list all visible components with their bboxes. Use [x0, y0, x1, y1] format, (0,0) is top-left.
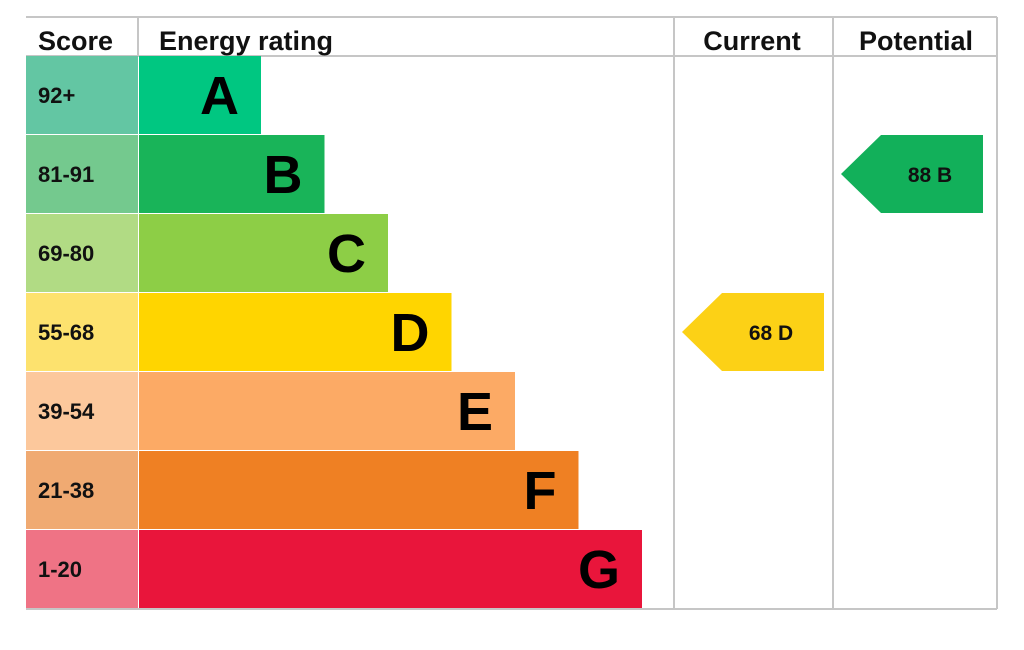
- band-bar-g: [139, 530, 642, 608]
- score-cell-e: [26, 372, 138, 450]
- band-letter-f: F: [524, 461, 557, 521]
- score-range-g: 1-20: [38, 557, 82, 582]
- score-range-b: 81-91: [38, 162, 94, 187]
- score-cell-f: [26, 451, 138, 529]
- score-range-c: 69-80: [38, 241, 94, 266]
- score-range-a: 92+: [38, 83, 75, 108]
- score-range-d: 55-68: [38, 320, 94, 345]
- header-current: Current: [703, 26, 801, 56]
- score-cell-a: [26, 56, 138, 134]
- band-a: 92+ A: [26, 56, 261, 134]
- score-cell-d: [26, 293, 138, 371]
- band-letter-e: E: [457, 382, 493, 442]
- current-rating-arrow-shape: [682, 293, 824, 371]
- band-letter-c: C: [327, 224, 366, 284]
- score-cell-g: [26, 530, 138, 608]
- score-cell-b: [26, 135, 138, 213]
- header-energy-rating: Energy rating: [159, 26, 333, 56]
- potential-rating-arrow-label: 88 B: [908, 164, 952, 187]
- band-b: 81-91 B: [26, 135, 325, 213]
- band-letter-a: A: [200, 66, 239, 126]
- band-letter-b: B: [264, 145, 303, 205]
- band-c: 69-80 C: [26, 214, 388, 292]
- header-potential: Potential: [859, 26, 973, 56]
- score-range-e: 39-54: [38, 399, 95, 424]
- current-rating-arrow-label: 68 D: [749, 322, 793, 345]
- potential-rating-arrow-shape: [841, 135, 983, 213]
- band-d: 55-68 D: [26, 293, 452, 371]
- band-letter-g: G: [578, 540, 620, 600]
- score-cell-c: [26, 214, 138, 292]
- band-bar-a: [139, 56, 261, 134]
- band-f: 21-38 F: [26, 451, 579, 529]
- score-range-f: 21-38: [38, 478, 94, 503]
- band-bar-f: [139, 451, 579, 529]
- band-bar-d: [139, 293, 452, 371]
- band-e: 39-54 E: [26, 372, 515, 450]
- band-bar-b: [139, 135, 325, 213]
- band-bar-e: [139, 372, 515, 450]
- rating-bands: 92+ A 81-91 B 69-80 C 55-68 D 39-54 E 21-38 F 1-20 G: [26, 56, 642, 608]
- header-score: Score: [38, 26, 113, 56]
- band-letter-d: D: [391, 303, 430, 363]
- rating-arrows: 68 D 88 B: [682, 135, 983, 371]
- band-bar-c: [139, 214, 388, 292]
- band-g: 1-20 G: [26, 530, 642, 608]
- current-rating-arrow: 68 D: [682, 293, 824, 371]
- potential-rating-arrow: 88 B: [841, 135, 983, 213]
